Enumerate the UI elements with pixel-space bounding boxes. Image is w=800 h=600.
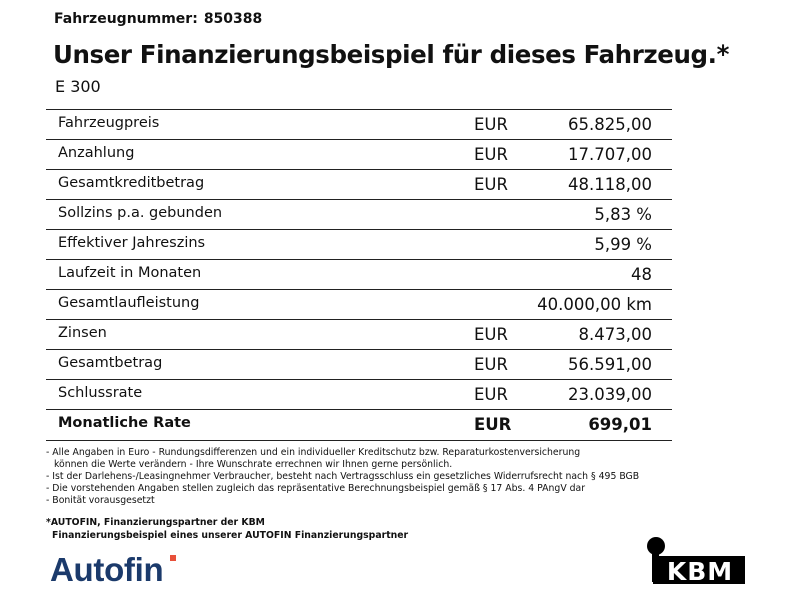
footnote-line: - Bonität vorausgesetzt — [46, 495, 155, 506]
kbm-logo-text: KBM — [667, 557, 733, 586]
row-value: 48 — [631, 265, 652, 284]
row-currency: EUR — [474, 175, 508, 194]
table-row: Effektiver Jahreszins 5,99 % — [46, 229, 672, 259]
partner-line: Finanzierungsbeispiel eines unserer AUTO… — [52, 530, 409, 541]
row-value: 40.000,00 km — [537, 295, 652, 314]
table-row: Zinsen EUR 8.473,00 — [46, 319, 672, 349]
row-label: Gesamtbetrag — [58, 355, 163, 371]
row-label: Sollzins p.a. gebunden — [58, 205, 223, 221]
row-label: Gesamtkreditbetrag — [58, 175, 205, 191]
row-label: Zinsen — [58, 325, 107, 341]
row-value: 17.707,00 — [568, 145, 652, 164]
row-currency: EUR — [474, 415, 512, 434]
footnotes: - Alle Angaben in Euro - Rundungsdiffere… — [46, 447, 639, 507]
table-row: Sollzins p.a. gebunden 5,83 % — [46, 199, 672, 229]
row-value: 8.473,00 — [578, 325, 652, 344]
table-row: Anzahlung EUR 17.707,00 — [46, 139, 672, 169]
partner-line: *AUTOFIN, Finanzierungspartner der KBM — [46, 517, 265, 528]
partner-note: *AUTOFIN, Finanzierungspartner der KBM F… — [46, 516, 408, 542]
row-value: 23.039,00 — [568, 385, 652, 404]
footnote-line: - Die vorstehenden Angaben stellen zugle… — [46, 483, 586, 494]
row-value: 65.825,00 — [568, 115, 652, 134]
row-label: Gesamtlaufleistung — [58, 295, 200, 311]
row-label: Fahrzeugpreis — [58, 115, 160, 131]
vehicle-number-value: 850388 — [203, 11, 263, 27]
autofin-logo: Autofin — [50, 550, 200, 598]
row-value: 5,83 % — [594, 205, 652, 224]
row-value: 5,99 % — [594, 235, 652, 254]
model-name: E 300 — [55, 77, 101, 96]
row-value: 48.118,00 — [568, 175, 652, 194]
row-label: Schlussrate — [58, 385, 143, 401]
page-title: Unser Finanzierungsbeispiel für dieses F… — [53, 40, 729, 69]
row-currency: EUR — [474, 355, 508, 374]
table-row: Schlussrate EUR 23.039,00 — [46, 379, 672, 409]
row-value: 56.591,00 — [568, 355, 652, 374]
autofin-logo-dot — [170, 555, 176, 561]
vehicle-number: Fahrzeugnummer: 850388 — [54, 11, 262, 27]
row-label: Laufzeit in Monaten — [58, 265, 202, 281]
row-label: Monatliche Rate — [58, 415, 191, 431]
financing-table: Fahrzeugpreis EUR 65.825,00 Anzahlung EU… — [46, 109, 672, 441]
row-currency: EUR — [474, 385, 508, 404]
row-label: Anzahlung — [58, 145, 135, 161]
table-row-monthly-rate: Monatliche Rate EUR 699,01 — [46, 409, 672, 441]
row-currency: EUR — [474, 115, 508, 134]
table-row: Gesamtlaufleistung 40.000,00 km — [46, 289, 672, 319]
autofin-logo-graphic: Autofin — [50, 551, 176, 588]
kbm-logo: KBM — [647, 537, 745, 586]
table-row: Fahrzeugpreis EUR 65.825,00 — [46, 109, 672, 139]
table-row: Gesamtbetrag EUR 56.591,00 — [46, 349, 672, 379]
table-row: Gesamtkreditbetrag EUR 48.118,00 — [46, 169, 672, 199]
row-currency: EUR — [474, 145, 508, 164]
row-label: Effektiver Jahreszins — [58, 235, 206, 251]
row-value: 699,01 — [588, 415, 652, 434]
footnote-line: können die Werte verändern - Ihre Wunsch… — [54, 459, 453, 470]
footnote-line: - Alle Angaben in Euro - Rundungsdiffere… — [46, 447, 581, 458]
table-row: Laufzeit in Monaten 48 — [46, 259, 672, 289]
vehicle-number-label: Fahrzeugnummer: — [54, 11, 198, 27]
row-currency: EUR — [474, 325, 508, 344]
autofin-logo-text: Autofin — [50, 551, 163, 588]
footnote-line: - Ist der Darlehens-/Leasingnehmer Verbr… — [46, 471, 640, 482]
